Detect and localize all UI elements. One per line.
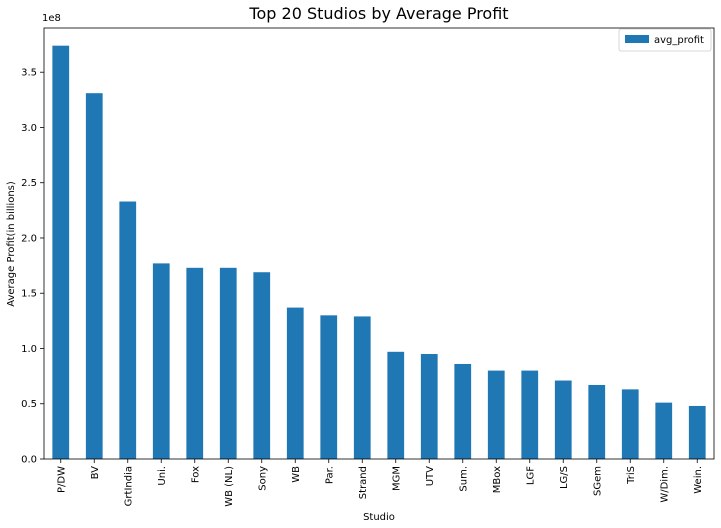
y-tick-label: 2.0 — [21, 233, 37, 244]
x-tick-label: LG/S — [559, 466, 570, 489]
legend-box — [618, 28, 712, 52]
bar-12 — [454, 363, 472, 459]
bar-19 — [688, 405, 706, 459]
bar-7 — [286, 307, 304, 459]
bar-11 — [420, 354, 438, 459]
bar-8 — [320, 315, 338, 459]
x-tick-label: Par. — [324, 466, 335, 484]
bar-5 — [219, 267, 237, 459]
x-tick-label: Wein. — [693, 466, 704, 494]
y-tick-label: 0.0 — [21, 455, 37, 466]
x-tick-label: WB — [291, 466, 302, 483]
bar-10 — [387, 351, 405, 459]
x-tick-label: UTV — [425, 466, 436, 486]
y-axis-label: Average Profit(in billions) — [6, 181, 17, 307]
bar-9 — [353, 316, 371, 459]
legend: avg_profit — [618, 28, 712, 52]
x-tick-label: Strand — [358, 466, 369, 499]
ticks-group: P/DW BV GrtIndia Uni. Fox WB (NL) Sony WB Par. St… — [21, 68, 704, 507]
bar-17 — [621, 389, 639, 459]
bar-18 — [655, 402, 673, 459]
y-tick-label: 1.0 — [21, 344, 37, 355]
x-tick-label: MBox — [492, 466, 503, 493]
bar-0 — [52, 45, 70, 460]
legend-label: avg_profit — [654, 35, 704, 46]
x-tick-label: BV — [90, 466, 101, 480]
x-tick-label: Sum. — [458, 466, 469, 492]
x-tick-label: LGF — [525, 466, 536, 485]
chart-title: Top 20 Studios by Average Profit — [248, 4, 508, 23]
x-tick-label: MGM — [391, 466, 402, 491]
y-tick-label: 1.5 — [21, 289, 37, 300]
bar-4 — [186, 267, 204, 459]
bar-13 — [487, 370, 505, 459]
x-tick-label: P/DW — [56, 466, 67, 493]
x-tick-label: SGem — [592, 466, 603, 496]
y-offset-label: 1e8 — [42, 13, 61, 24]
bars-group — [52, 45, 706, 460]
bar-15 — [554, 380, 572, 459]
y-tick-label: 3.5 — [21, 68, 37, 79]
x-tick-label: Fox — [190, 466, 201, 483]
x-tick-label: Sony — [257, 466, 268, 491]
legend-swatch — [625, 35, 649, 43]
bar-2 — [119, 201, 137, 459]
x-tick-label: GrtIndia — [123, 466, 134, 506]
bar-1 — [85, 93, 103, 459]
y-tick-label: 2.5 — [21, 178, 37, 189]
x-axis-label: Studio — [363, 512, 395, 523]
x-tick-label: W/Dim. — [659, 466, 670, 503]
plot-frame — [43, 27, 715, 460]
bar-3 — [152, 263, 170, 459]
x-tick-label: TriS — [626, 466, 637, 485]
bar-16 — [588, 384, 606, 459]
bar-14 — [521, 370, 539, 459]
x-tick-label: Uni. — [157, 466, 168, 486]
y-tick-label: 0.5 — [21, 399, 37, 410]
y-tick-label: 3.0 — [21, 123, 37, 134]
x-tick-label: WB (NL) — [224, 466, 235, 507]
bar-6 — [253, 272, 271, 459]
